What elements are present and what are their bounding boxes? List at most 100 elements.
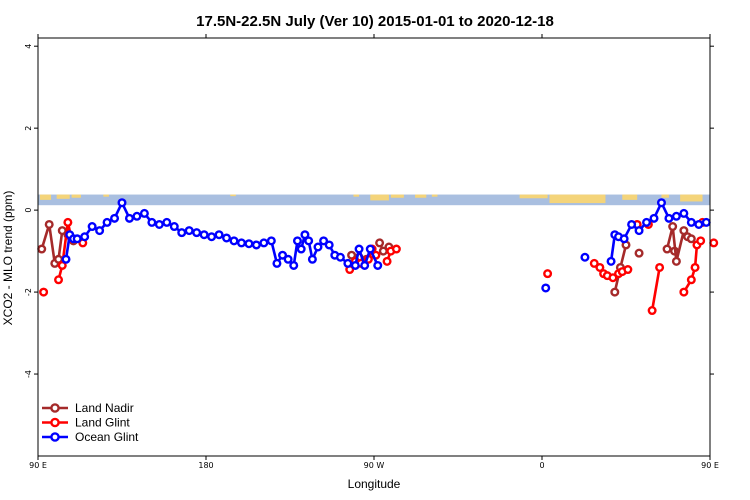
data-point-land-glint	[391, 244, 401, 254]
data-point-land-glint	[54, 275, 64, 285]
land-patch	[431, 194, 438, 197]
data-point-land-nadir	[668, 222, 678, 232]
legend-item-land-glint: Land Glint	[42, 416, 130, 430]
data-point-ocean-glint	[244, 239, 254, 249]
y-tick-label: 4	[24, 44, 33, 49]
data-point-ocean-glint	[634, 226, 644, 236]
data-point-ocean-glint	[701, 217, 711, 227]
data-point-land-glint	[696, 236, 706, 246]
series-layer	[37, 198, 719, 316]
data-point-ocean-glint	[350, 260, 360, 270]
data-point-ocean-glint	[222, 233, 232, 243]
data-point-ocean-glint	[304, 236, 314, 246]
data-point-ocean-glint	[72, 234, 82, 244]
x-tick-label: 90 E	[29, 461, 47, 470]
y-tick-label: 2	[24, 126, 33, 131]
data-point-ocean-glint	[236, 238, 246, 248]
data-point-ocean-glint	[207, 232, 217, 242]
land-patch	[56, 194, 70, 199]
data-point-ocean-glint	[139, 208, 149, 218]
x-axis-label: Longitude	[348, 477, 401, 491]
land-patch	[71, 194, 81, 198]
y-tick-label: 0	[24, 208, 33, 213]
data-point-ocean-glint	[162, 217, 172, 227]
land-patch	[415, 194, 427, 198]
data-point-land-glint	[709, 238, 719, 248]
data-point-ocean-glint	[324, 240, 334, 250]
data-point-ocean-glint	[177, 228, 187, 238]
data-point-ocean-glint	[642, 217, 652, 227]
data-point-ocean-glint	[686, 217, 696, 227]
data-point-ocean-glint	[132, 211, 142, 221]
data-point-ocean-glint	[343, 258, 353, 268]
data-point-land-glint	[647, 306, 657, 316]
legend-marker-ocean-glint	[50, 432, 60, 442]
data-point-ocean-glint	[319, 236, 329, 246]
data-point-ocean-glint	[184, 226, 194, 236]
data-point-ocean-glint	[192, 228, 202, 238]
data-point-land-glint	[39, 287, 49, 297]
data-point-ocean-glint	[606, 256, 616, 266]
land-patch	[519, 194, 548, 199]
land-patch	[39, 194, 52, 200]
data-point-land-glint	[690, 262, 700, 272]
data-point-ocean-glint	[649, 213, 659, 223]
data-point-ocean-glint	[80, 232, 90, 242]
y-tick-label: -4	[24, 370, 33, 378]
land-patch	[103, 194, 109, 197]
series-ocean-glint	[61, 198, 711, 293]
data-point-ocean-glint	[300, 230, 310, 240]
data-point-land-glint	[589, 258, 599, 268]
data-point-land-nadir	[679, 226, 689, 236]
data-point-land-glint	[382, 256, 392, 266]
data-point-ocean-glint	[199, 230, 209, 240]
data-point-land-glint	[63, 217, 73, 227]
data-point-land-glint	[57, 260, 67, 270]
data-point-land-nadir	[375, 238, 385, 248]
data-point-ocean-glint	[307, 254, 317, 264]
data-point-ocean-glint	[95, 226, 105, 236]
data-point-land-nadir	[671, 256, 681, 266]
data-point-ocean-glint	[61, 254, 71, 264]
x-tick-label: 90 E	[701, 461, 719, 470]
data-point-ocean-glint	[272, 258, 282, 268]
land-patch	[549, 194, 606, 204]
data-point-ocean-glint	[147, 217, 157, 227]
data-point-ocean-glint	[360, 260, 370, 270]
data-point-ocean-glint	[671, 211, 681, 221]
data-point-land-nadir	[347, 250, 357, 260]
x-tick-label: 180	[198, 461, 213, 470]
land-ocean-strip	[38, 194, 710, 206]
land-patch	[390, 194, 404, 198]
data-point-ocean-glint	[313, 242, 323, 252]
legend-label-land-glint: Land Glint	[75, 416, 130, 430]
land-patch	[370, 194, 389, 201]
data-point-land-nadir	[610, 287, 620, 297]
legend-marker-land-glint	[50, 417, 60, 428]
data-point-ocean-glint	[694, 219, 704, 229]
legend-marker-land-nadir	[50, 403, 60, 413]
data-point-ocean-glint	[229, 236, 239, 246]
data-point-ocean-glint	[656, 198, 666, 208]
data-point-land-nadir	[686, 234, 696, 244]
data-point-land-glint	[623, 265, 633, 275]
data-point-land-glint	[543, 269, 553, 279]
y-axis-label: XCO2 - MLO trend (ppm)	[1, 191, 15, 326]
land-patch	[230, 194, 236, 197]
data-point-ocean-glint	[619, 234, 629, 244]
data-point-ocean-glint	[169, 222, 179, 232]
data-point-land-glint	[686, 275, 696, 285]
data-point-land-glint	[608, 273, 618, 283]
legend-label-land-nadir: Land Nadir	[75, 401, 134, 415]
data-point-ocean-glint	[541, 283, 551, 293]
data-point-ocean-glint	[354, 244, 364, 254]
data-point-ocean-glint	[627, 219, 637, 229]
land-patch	[680, 194, 703, 202]
data-point-ocean-glint	[251, 240, 261, 250]
data-point-land-glint	[595, 262, 605, 272]
data-point-ocean-glint	[292, 236, 302, 246]
axes: 90 E 180 90 W 0 90 E 4 2 0 -2 -4	[24, 34, 719, 470]
land-patch	[622, 194, 638, 200]
data-point-ocean-glint	[278, 250, 288, 260]
